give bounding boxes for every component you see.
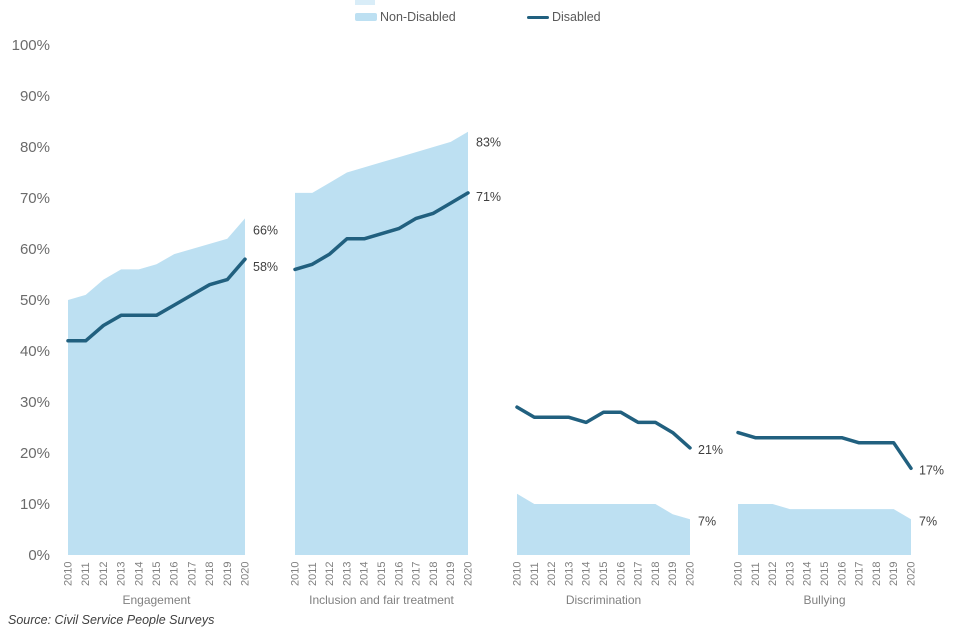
x-axis-year-label: 2016 xyxy=(393,562,405,586)
bullying-non-disabled-value-label: 7% xyxy=(919,514,937,528)
x-axis-year-label: 2018 xyxy=(204,562,216,586)
x-axis-year-label: 2020 xyxy=(240,562,252,586)
y-axis-tick-label: 90% xyxy=(20,88,50,105)
engagement-disabled-value-label: 58% xyxy=(253,260,278,274)
panel-label-engagement: Engagement xyxy=(122,593,191,607)
engagement-disabled-line xyxy=(66,257,247,343)
discrimination-disabled-line xyxy=(515,405,692,450)
x-axis-year-label: 2014 xyxy=(581,562,593,586)
y-axis-tick-label: 80% xyxy=(20,139,50,156)
x-axis-year-label: 2010 xyxy=(733,562,745,586)
x-axis-year-label: 2012 xyxy=(98,562,110,586)
x-axis-year-label: 2013 xyxy=(341,562,353,586)
non-disabled-area-swatch-icon xyxy=(355,13,377,21)
y-axis-tick-label: 20% xyxy=(20,445,50,462)
x-axis-year-label: 2011 xyxy=(307,562,319,586)
y-axis-tick-label: 60% xyxy=(20,241,50,258)
legend-label-non-disabled: Non-Disabled xyxy=(380,10,456,24)
discrimination-non-disabled-area xyxy=(517,493,690,555)
y-axis-tick-label: 40% xyxy=(20,343,50,360)
x-axis-year-label: 2017 xyxy=(633,562,645,586)
y-axis-tick-label: 30% xyxy=(20,394,50,411)
x-axis-year-label: 2019 xyxy=(222,562,234,586)
inclusion-and-fair-treatment-disabled-value-label: 71% xyxy=(476,190,501,204)
x-axis-year-label: 2010 xyxy=(63,562,75,586)
legend-artifact xyxy=(355,0,375,5)
legend-item-non-disabled[interactable]: Non-Disabled xyxy=(355,8,456,26)
disabled-line-swatch-icon xyxy=(527,15,549,19)
x-axis-year-label: 2018 xyxy=(428,562,440,586)
x-axis-year-label: 2015 xyxy=(151,562,163,586)
x-axis-year-label: 2015 xyxy=(598,562,610,586)
x-axis-year-label: 2017 xyxy=(411,562,423,586)
legend-item-disabled[interactable]: Disabled xyxy=(527,8,601,26)
y-axis-tick-label: 0% xyxy=(28,547,50,564)
x-axis-year-label: 2014 xyxy=(802,562,814,586)
source-note: Source: Civil Service People Surveys xyxy=(8,613,215,627)
x-axis-year-label: 2011 xyxy=(750,562,762,586)
x-axis-year-label: 2017 xyxy=(186,562,198,586)
x-axis-year-label: 2012 xyxy=(767,562,779,586)
inclusion-and-fair-treatment-disabled-line xyxy=(293,191,470,272)
x-axis-year-label: 2013 xyxy=(563,562,575,586)
x-axis-year-label: 2020 xyxy=(906,562,918,586)
x-axis-year-label: 2012 xyxy=(546,562,558,586)
x-axis-year-label: 2015 xyxy=(819,562,831,586)
bullying-non-disabled-area xyxy=(738,504,911,555)
x-axis-year-label: 2010 xyxy=(290,562,302,586)
x-axis-year-label: 2010 xyxy=(512,562,524,586)
x-axis-year-label: 2011 xyxy=(80,562,92,586)
x-axis-year-label: 2015 xyxy=(376,562,388,586)
bullying-disabled-line xyxy=(736,430,913,471)
discrimination-disabled-value-label: 21% xyxy=(698,443,723,457)
inclusion-and-fair-treatment-non-disabled-area xyxy=(295,131,468,555)
engagement-non-disabled-area xyxy=(68,218,245,555)
x-axis-year-label: 2012 xyxy=(324,562,336,586)
x-axis-year-label: 2016 xyxy=(169,562,181,586)
panel-label-discrimination: Discrimination xyxy=(566,593,641,607)
x-axis-year-label: 2014 xyxy=(133,562,145,586)
x-axis-year-label: 2014 xyxy=(359,562,371,586)
engagement-non-disabled-value-label: 66% xyxy=(253,223,278,237)
discrimination-non-disabled-value-label: 7% xyxy=(698,514,716,528)
y-axis-tick-label: 50% xyxy=(20,292,50,309)
x-axis-year-label: 2019 xyxy=(445,562,457,586)
x-axis-year-label: 2013 xyxy=(116,562,128,586)
x-axis-year-label: 2016 xyxy=(615,562,627,586)
x-axis-year-label: 2016 xyxy=(836,562,848,586)
x-axis-year-label: 2018 xyxy=(650,562,662,586)
x-axis-year-label: 2020 xyxy=(685,562,697,586)
panel-label-bullying: Bullying xyxy=(803,593,845,607)
y-axis-tick-label: 10% xyxy=(20,496,50,513)
x-axis-year-label: 2018 xyxy=(871,562,883,586)
bullying-disabled-value-label: 17% xyxy=(919,463,944,477)
y-axis-tick-label: 100% xyxy=(12,37,50,54)
x-axis-year-label: 2020 xyxy=(463,562,475,586)
x-axis-year-label: 2019 xyxy=(888,562,900,586)
x-axis-year-label: 2017 xyxy=(854,562,866,586)
x-axis-year-label: 2013 xyxy=(784,562,796,586)
y-axis-tick-label: 70% xyxy=(20,190,50,207)
x-axis-year-label: 2019 xyxy=(667,562,679,586)
x-axis-year-label: 2011 xyxy=(529,562,541,586)
inclusion-and-fair-treatment-non-disabled-value-label: 83% xyxy=(476,136,501,150)
panel-label-inclusion-and-fair-treatment: Inclusion and fair treatment xyxy=(309,593,454,607)
legend-label-disabled: Disabled xyxy=(552,10,601,24)
